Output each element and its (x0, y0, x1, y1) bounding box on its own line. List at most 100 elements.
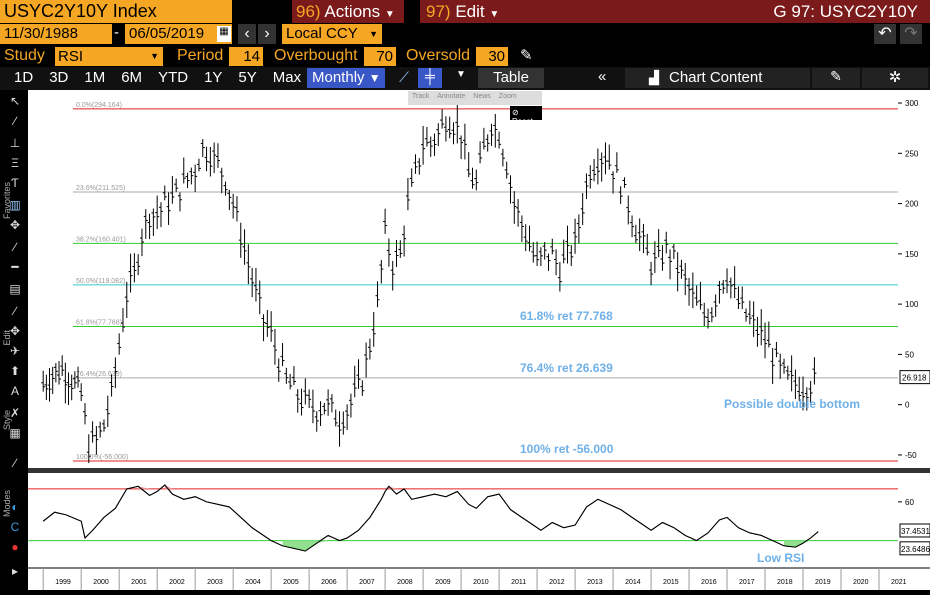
period-input[interactable]: 14 (229, 47, 263, 66)
prev-arrow-icon[interactable]: ‹ (238, 24, 256, 44)
overbought-label: Overbought (274, 47, 358, 64)
more-icon[interactable]: ▸ (11, 564, 19, 578)
line-tool-icon[interactable]: ∕ (13, 114, 16, 128)
selected-tool-icon[interactable]: ▥ (9, 198, 21, 212)
oversold-input[interactable]: 30 (476, 47, 508, 66)
range-buttons: 1D 3D 1M 6M YTD 1Y 5Y Max (6, 68, 309, 88)
price-axis (898, 90, 930, 470)
x-tick-label: 2019 (815, 579, 831, 586)
x-tick-label: 2003 (207, 579, 223, 586)
start-date-field[interactable]: 11/30/1988 (0, 24, 112, 44)
study-value: RSI (58, 48, 84, 65)
undo-icon[interactable]: ↶ (874, 24, 896, 44)
up-arrow-icon[interactable]: ⬆ (9, 364, 21, 378)
favorites-side-label: Favorites (2, 182, 12, 220)
table-button[interactable]: Table (478, 68, 544, 88)
redo-icon[interactable]: ↷ (900, 24, 922, 44)
rsi-fill (282, 540, 811, 551)
x-tick-label: 2009 (435, 579, 451, 586)
fib-label: 0.0%(294.164) (76, 102, 122, 109)
range-button-max[interactable]: Max (272, 69, 302, 86)
y-tick-label: 50 (905, 350, 914, 359)
x-tick-label: 2013 (587, 579, 603, 586)
color-tool-icon[interactable]: ▦ (9, 426, 21, 440)
cursor-icon[interactable]: ↖ (9, 94, 21, 108)
chart-annotation: 100% ret -56.000 (520, 442, 614, 456)
rsi-second-label: 23.6486 (901, 545, 930, 554)
range-button-1y[interactable]: 1Y (204, 69, 223, 86)
study-label: Study (4, 47, 45, 64)
horizontal-line-icon[interactable]: ━ (11, 260, 19, 274)
annotate-edit-icon[interactable]: ✎ (812, 68, 860, 88)
font-tool-icon[interactable]: A (10, 384, 19, 398)
range-button-1m[interactable]: 1M (84, 69, 106, 86)
overbought-input[interactable]: 70 (364, 47, 396, 66)
chevron-down-icon: ▼ (368, 71, 381, 85)
x-tick-label: 2014 (625, 579, 641, 586)
ticker-field[interactable]: USYC2Y10Y Index (0, 0, 232, 23)
x-tick-label: 2017 (739, 579, 755, 586)
fib-tool-icon[interactable]: Ξ (11, 156, 19, 170)
zoom-button[interactable]: Zoom (498, 93, 517, 100)
mode-c-icon[interactable]: C (10, 520, 20, 534)
track-button[interactable]: Track (412, 93, 430, 100)
y-tick-label: 150 (905, 250, 919, 259)
panel-separator (28, 468, 930, 473)
x-tick-label: 2005 (283, 579, 299, 586)
pen-tool-icon[interactable]: ∕ (13, 240, 16, 254)
ray-tool-icon[interactable]: ∕ (13, 304, 16, 318)
annotate-button[interactable]: Annotate (437, 93, 466, 100)
calendar-icon[interactable]: ▦ (217, 26, 231, 42)
chart-area[interactable]: 0.0%(294.164) 23.6%(211.525) 38.2%(160.401… (0, 90, 930, 590)
reset-button[interactable]: ⊘ Reset (510, 106, 542, 126)
edit-label: Edit (455, 2, 485, 21)
chevron-down-icon[interactable]: ▼ (456, 69, 466, 80)
delete-icon[interactable]: ✗ (9, 406, 21, 420)
fib-label: 23.6%(211.525) (76, 185, 125, 192)
currency-select[interactable]: Local CCY ▼ (282, 24, 382, 44)
line-chart-icon[interactable]: ⟋ (399, 69, 409, 85)
range-button-ytd[interactable]: YTD (158, 69, 189, 86)
mini-toolbar: Track Annotate News Zoom (408, 91, 542, 105)
study-bar: Study RSI ▼ Period 14 Overbought 70 Over… (0, 45, 930, 67)
y-tick-label: 0 (905, 401, 910, 410)
trend-tool-icon[interactable]: ⊥ (9, 136, 21, 150)
end-date-field[interactable]: 06/05/2019 (125, 24, 232, 44)
arrow-tool-icon[interactable]: ✥ (9, 218, 21, 232)
date-separator: - (114, 24, 119, 41)
study-select[interactable]: RSI ▼ (55, 47, 163, 66)
edit-menu[interactable]: 97) Edit ▼ (420, 0, 520, 23)
graph-title: G 97: USYC2Y10Y (520, 0, 930, 23)
y-tick-label: 200 (905, 200, 919, 209)
frequency-select[interactable]: Monthly ▼ (307, 68, 385, 88)
mode-color-icon[interactable]: ● (11, 540, 19, 554)
chart-svg[interactable]: 0.0%(294.164) 23.6%(211.525) 38.2%(160.401… (0, 90, 930, 590)
collapse-icon[interactable]: « (598, 68, 607, 85)
toolbar: 1D 3D 1M 6M YTD 1Y 5Y Max Monthly ▼ ⟋ ╪ ▼ Table… (0, 67, 930, 90)
edit-side-label: Edit (2, 330, 12, 346)
period-label: Period (177, 47, 224, 64)
currency-value: Local CCY (286, 25, 358, 42)
marker-icon[interactable]: ✈ (9, 344, 21, 358)
chart-content-button[interactable]: ▟ Chart Content (625, 68, 810, 88)
range-button-6m[interactable]: 6M (121, 69, 143, 86)
news-button[interactable]: News (473, 93, 491, 100)
x-tick-label: 2015 (663, 579, 679, 586)
mode-icon[interactable]: ◐ (11, 500, 19, 514)
measure-tool-icon[interactable]: ✥ (9, 324, 21, 338)
edit-number: 97) (426, 2, 451, 21)
range-button-1d[interactable]: 1D (14, 69, 34, 86)
y-tick-label: -50 (905, 451, 917, 460)
text-tool-icon[interactable]: Ƭ (11, 176, 19, 190)
brush-icon[interactable]: ∕ (13, 456, 16, 470)
next-arrow-icon[interactable]: › (258, 24, 276, 44)
settings-gear-icon[interactable]: ✲ (862, 68, 928, 88)
chevron-down-icon: ▼ (369, 29, 378, 39)
bar-chart-icon[interactable]: ╪ (418, 68, 442, 88)
pencil-icon[interactable]: ✎ (520, 47, 533, 64)
actions-menu[interactable]: 96) Actions ▼ (292, 0, 404, 23)
range-button-5y[interactable]: 5Y (238, 69, 257, 86)
rsi-fill (138, 485, 397, 489)
channel-tool-icon[interactable]: ▤ (9, 282, 21, 296)
range-button-3d[interactable]: 3D (49, 69, 69, 86)
